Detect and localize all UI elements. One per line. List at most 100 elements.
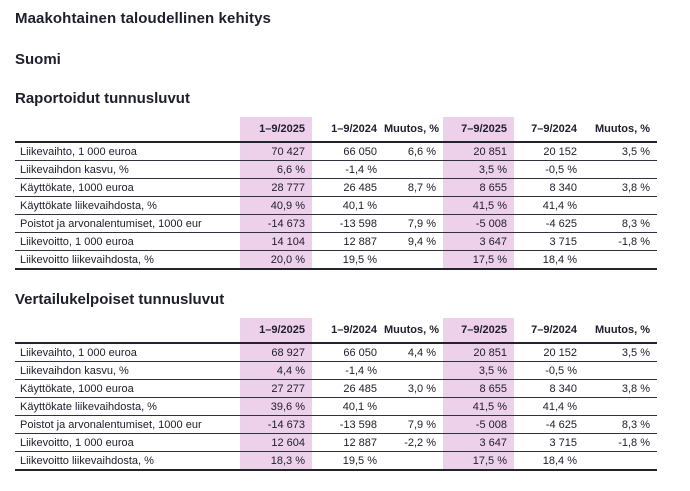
value-cell: -1,8 % xyxy=(584,433,657,452)
value-cell: 8,3 % xyxy=(584,214,657,233)
value-cell: -14 673 xyxy=(240,415,312,434)
row-label: Liikevaihdon kasvu, % xyxy=(15,361,240,380)
column-header: 1–9/2025 xyxy=(240,318,312,344)
value-cell: 41,5 % xyxy=(443,397,514,416)
value-cell xyxy=(384,451,443,471)
value-cell: -1,4 % xyxy=(312,361,384,380)
row-label: Käyttökate liikevaihdosta, % xyxy=(15,397,240,416)
value-cell: 3 715 xyxy=(514,433,584,452)
value-cell: -13 598 xyxy=(312,214,384,233)
row-label: Liikevoitto, 1 000 euroa xyxy=(15,232,240,251)
value-cell: 18,4 % xyxy=(514,250,584,270)
column-header: 7–9/2025 xyxy=(443,117,514,143)
value-cell: 12 887 xyxy=(312,232,384,251)
value-cell: -1,8 % xyxy=(584,232,657,251)
value-cell: -4 625 xyxy=(514,214,584,233)
table-row: Poistot ja arvonalentumiset, 1000 eur -14… xyxy=(15,214,657,233)
column-header: Muutos, % xyxy=(384,117,443,143)
column-header: Muutos, % xyxy=(384,318,443,344)
report-section: Vertailukelpoiset tunnusluvut 1–9/2025 1–… xyxy=(0,270,690,471)
table-row: Liikevoitto, 1 000 euroa 12 604 12 887 -2,2… xyxy=(15,433,657,452)
value-cell: 8 340 xyxy=(514,178,584,197)
value-cell: 20 152 xyxy=(514,142,584,161)
value-cell: 3,5 % xyxy=(443,361,514,380)
value-cell: 3,8 % xyxy=(584,178,657,197)
table-row: Käyttökate liikevaihdosta, % 40,9 % 40,1 %… xyxy=(15,196,657,215)
value-cell xyxy=(384,361,443,380)
value-cell: 3,0 % xyxy=(384,379,443,398)
value-cell xyxy=(584,361,657,380)
column-header: 7–9/2025 xyxy=(443,318,514,344)
value-cell: 12 887 xyxy=(312,433,384,452)
value-cell: 18,4 % xyxy=(514,451,584,471)
value-cell: 41,5 % xyxy=(443,196,514,215)
value-cell: 17,5 % xyxy=(443,451,514,471)
value-cell: -1,4 % xyxy=(312,160,384,179)
value-cell: 20,0 % xyxy=(240,250,312,270)
row-label: Poistot ja arvonalentumiset, 1000 eur xyxy=(15,415,240,434)
column-header: Muutos, % xyxy=(584,318,657,344)
value-cell: -13 598 xyxy=(312,415,384,434)
value-cell: 3,5 % xyxy=(443,160,514,179)
value-cell xyxy=(584,250,657,270)
value-cell: 41,4 % xyxy=(514,196,584,215)
value-cell: 41,4 % xyxy=(514,397,584,416)
row-label: Liikevoitto liikevaihdosta, % xyxy=(15,250,240,270)
value-cell: 19,5 % xyxy=(312,451,384,471)
table-row: Käyttökate liikevaihdosta, % 39,6 % 40,1 %… xyxy=(15,397,657,416)
value-cell: 14 104 xyxy=(240,232,312,251)
value-cell xyxy=(384,250,443,270)
report-section: Raportoidut tunnusluvut 1–9/2025 1–9/2024… xyxy=(0,68,690,270)
column-header: 7–9/2024 xyxy=(514,318,584,344)
column-header: 1–9/2024 xyxy=(312,318,384,344)
row-label: Liikevaihto, 1 000 euroa xyxy=(15,142,240,161)
value-cell: -14 673 xyxy=(240,214,312,233)
value-cell: 3 647 xyxy=(443,433,514,452)
value-cell: -5 008 xyxy=(443,415,514,434)
table-row: Liikevaihdon kasvu, % 6,6 % -1,4 % 3,5 % -0,… xyxy=(15,160,657,179)
value-cell: 27 277 xyxy=(240,379,312,398)
value-cell: 8 655 xyxy=(443,379,514,398)
table-row: Käyttökate, 1000 euroa 27 277 26 485 3,0 % 8… xyxy=(15,379,657,398)
value-cell: 28 777 xyxy=(240,178,312,197)
column-header: Muutos, % xyxy=(584,117,657,143)
value-cell: 20 851 xyxy=(443,343,514,362)
row-label-header xyxy=(15,318,240,344)
value-cell xyxy=(384,160,443,179)
country-title: Suomi xyxy=(15,51,61,68)
row-label: Käyttökate liikevaihdosta, % xyxy=(15,196,240,215)
value-cell: 39,6 % xyxy=(240,397,312,416)
page-title: Maakohtainen taloudellinen kehitys xyxy=(15,10,271,27)
value-cell: 8 655 xyxy=(443,178,514,197)
value-cell: 20 851 xyxy=(443,142,514,161)
value-cell: 40,9 % xyxy=(240,196,312,215)
sections-container: Raportoidut tunnusluvut 1–9/2025 1–9/2024… xyxy=(0,68,690,471)
value-cell: 26 485 xyxy=(312,178,384,197)
section-title: Raportoidut tunnusluvut xyxy=(15,90,190,107)
value-cell: -0,5 % xyxy=(514,361,584,380)
value-cell: 68 927 xyxy=(240,343,312,362)
value-cell: 66 050 xyxy=(312,142,384,161)
value-cell xyxy=(384,397,443,416)
value-cell: 7,9 % xyxy=(384,415,443,434)
section-title: Vertailukelpoiset tunnusluvut xyxy=(15,291,225,308)
value-cell: 20 152 xyxy=(514,343,584,362)
value-cell xyxy=(384,196,443,215)
table-row: Käyttökate, 1000 euroa 28 777 26 485 8,7 % 8… xyxy=(15,178,657,197)
value-cell: 6,6 % xyxy=(240,160,312,179)
row-label: Käyttökate, 1000 euroa xyxy=(15,178,240,197)
value-cell: 3,5 % xyxy=(584,343,657,362)
table-row: Liikevoitto liikevaihdosta, % 18,3 % 19,5 … xyxy=(15,451,657,471)
row-label: Liikevaihdon kasvu, % xyxy=(15,160,240,179)
value-cell xyxy=(584,451,657,471)
value-cell xyxy=(584,196,657,215)
row-label: Poistot ja arvonalentumiset, 1000 eur xyxy=(15,214,240,233)
row-label: Liikevoitto, 1 000 euroa xyxy=(15,433,240,452)
column-header: 7–9/2024 xyxy=(514,117,584,143)
value-cell: 19,5 % xyxy=(312,250,384,270)
value-cell: 3 647 xyxy=(443,232,514,251)
kpi-table: 1–9/2025 1–9/2024 Muutos, % 7–9/2025 7–9/202… xyxy=(15,318,657,471)
row-label: Käyttökate, 1000 euroa xyxy=(15,379,240,398)
value-cell: 4,4 % xyxy=(384,343,443,362)
row-label: Liikevoitto liikevaihdosta, % xyxy=(15,451,240,471)
